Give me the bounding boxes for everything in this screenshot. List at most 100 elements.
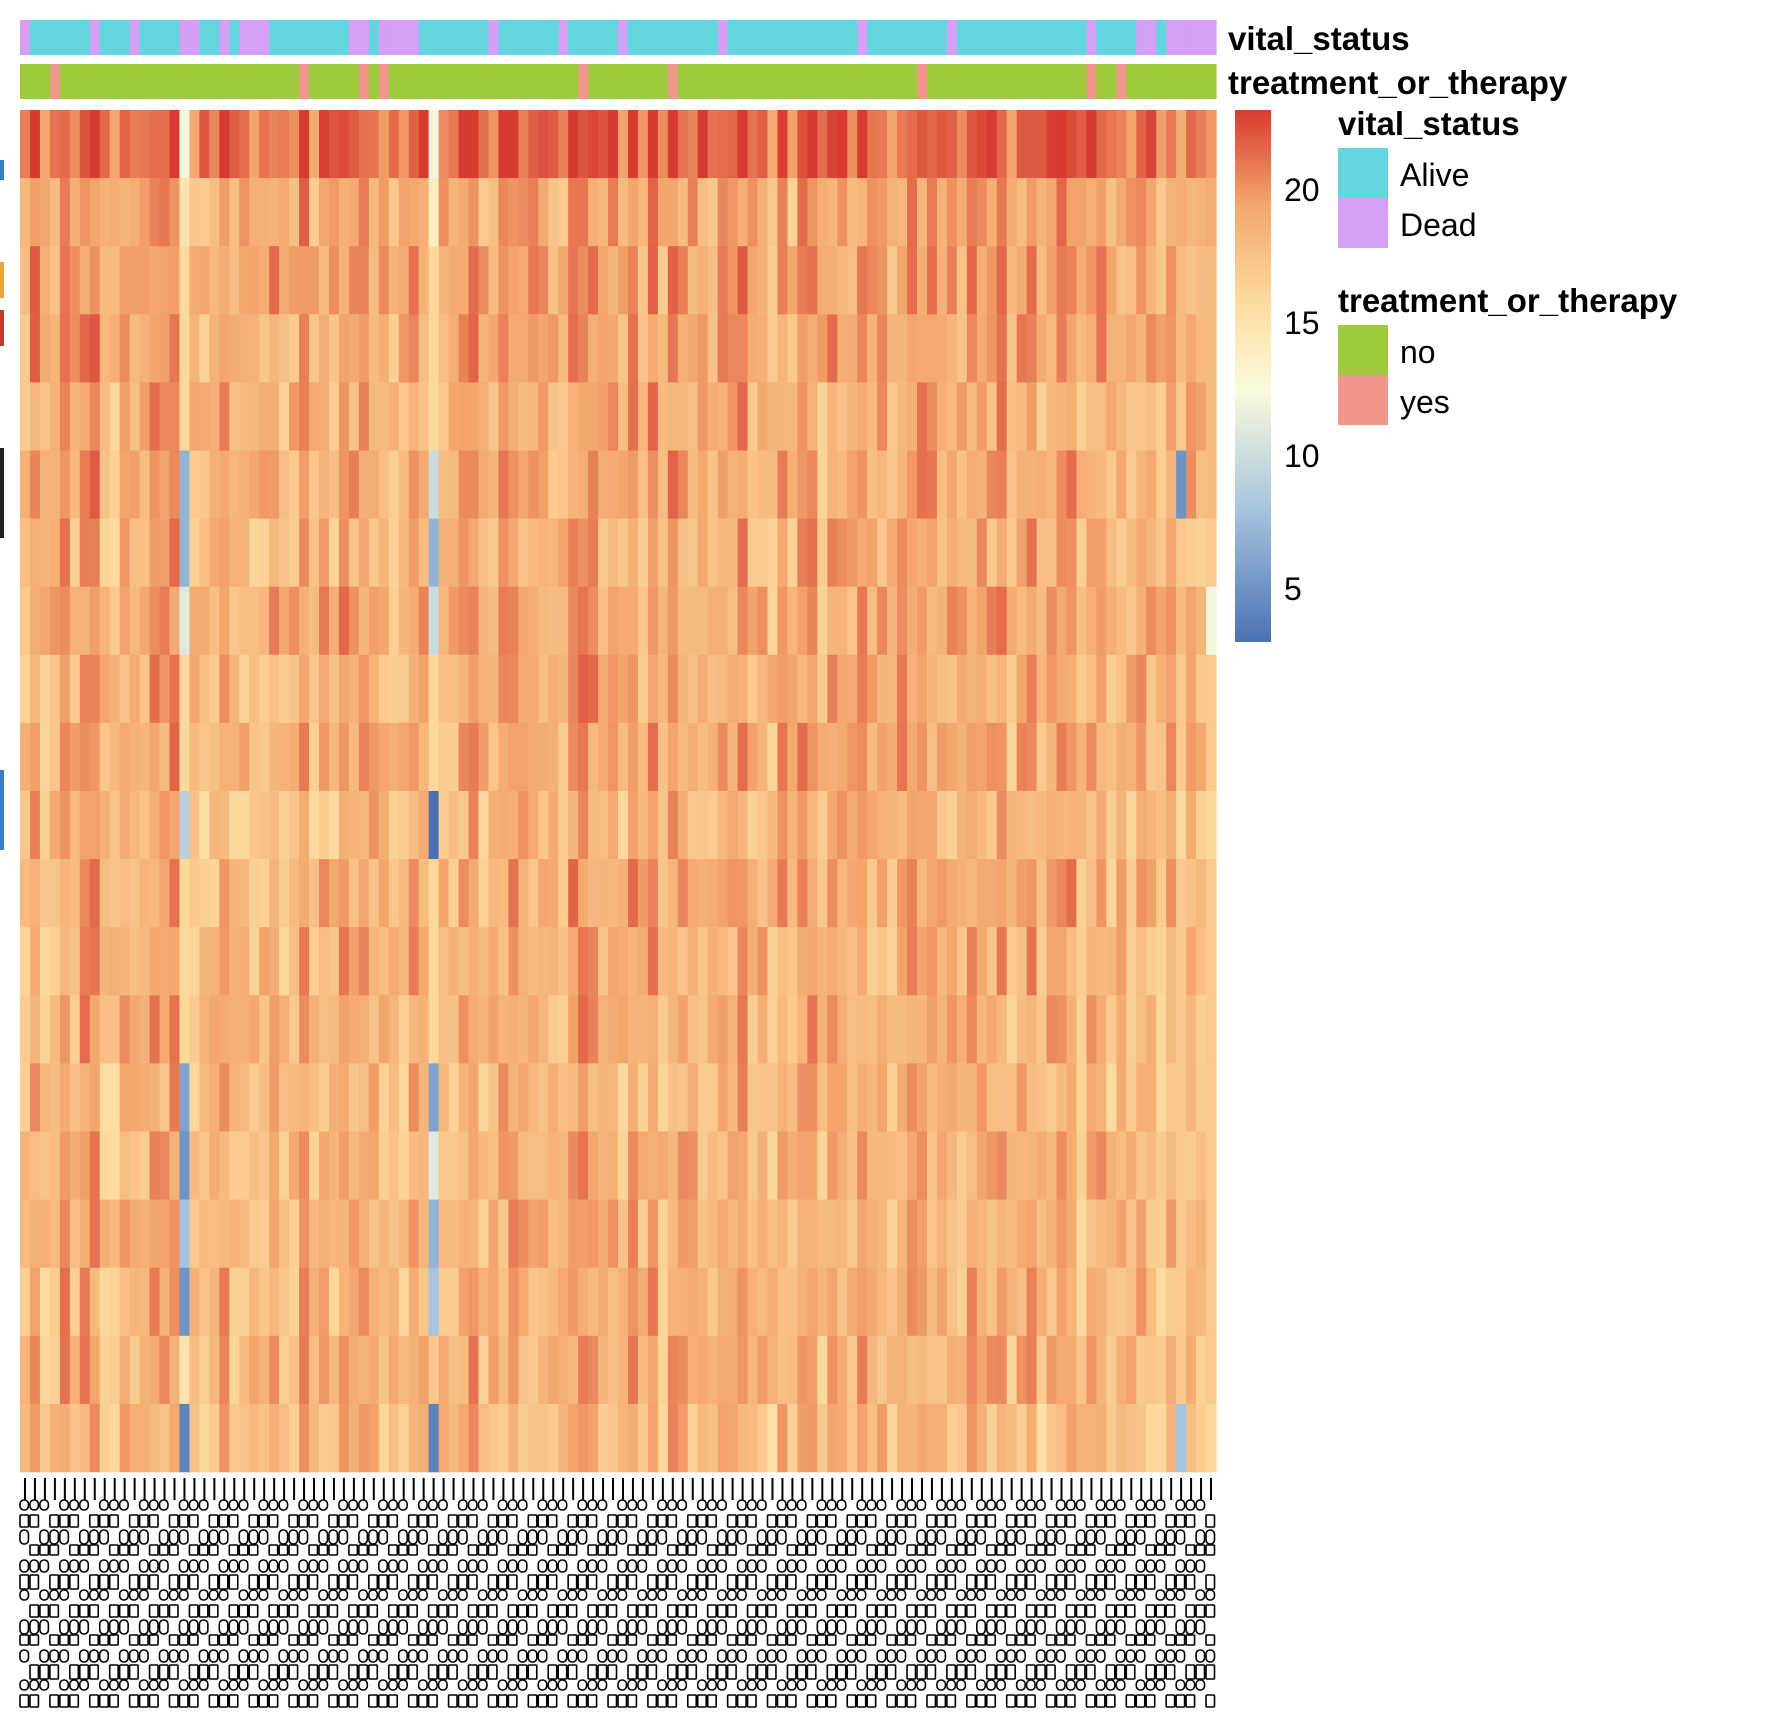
- column-label-glyph: [995, 1619, 1006, 1635]
- column-label-glyph: [118, 1589, 129, 1601]
- heatmap-cell: [917, 110, 928, 179]
- heatmap-cell: [199, 1199, 210, 1268]
- heatmap-cell: [857, 1199, 868, 1268]
- column-label-glyph: [916, 1664, 927, 1680]
- heatmap-cell: [528, 110, 539, 179]
- heatmap-cell: [956, 178, 968, 247]
- heatmap-cell: [368, 1267, 380, 1337]
- annotation-cell-treatment: [1166, 64, 1177, 99]
- heatmap-cell: [129, 1131, 141, 1200]
- heatmap-cell: [757, 927, 769, 996]
- column-label-glyph: [746, 1514, 757, 1528]
- column-label-glyph: [457, 1574, 468, 1590]
- column-label-glyph: [59, 1634, 70, 1646]
- heatmap-cell: [707, 791, 719, 860]
- heatmap-cell: [1006, 1267, 1018, 1337]
- heatmap-cell: [1206, 178, 1217, 247]
- column-label-glyph: [168, 1634, 179, 1646]
- heatmap-cell: [817, 382, 828, 451]
- heatmap-cell: [907, 722, 918, 792]
- heatmap-cell: [239, 1335, 250, 1405]
- heatmap-cell: [119, 246, 131, 315]
- column-label-glyph: [258, 1514, 269, 1528]
- heatmap-cell: [1076, 1131, 1088, 1200]
- column-label-glyph: [607, 1529, 618, 1545]
- heatmap-cell: [89, 791, 101, 860]
- heatmap-cell: [199, 518, 210, 587]
- heatmap-cell: [1136, 859, 1147, 928]
- heatmap-cell: [169, 518, 181, 587]
- heatmap-cell: [588, 1131, 599, 1200]
- heatmap-cell: [767, 246, 779, 315]
- heatmap-cell: [189, 722, 200, 792]
- heatmap-cell: [867, 450, 878, 519]
- heatmap-cell: [309, 246, 320, 315]
- heatmap-cell: [598, 450, 609, 519]
- column-label-glyph: [318, 1649, 329, 1663]
- column-label-glyph: [1095, 1634, 1106, 1646]
- column-label-glyph: [926, 1574, 937, 1590]
- heatmap-cells: [20, 110, 1217, 1473]
- heatmap-cell: [328, 1063, 340, 1132]
- heatmap-cell: [867, 859, 878, 928]
- annotation-cell-treatment: [827, 64, 838, 99]
- column-label-glyph: [567, 1634, 578, 1646]
- column-label-glyph: [806, 1649, 817, 1663]
- heatmap-cell: [767, 654, 779, 724]
- heatmap-cell: [946, 791, 958, 860]
- heatmap-cell: [1156, 450, 1167, 519]
- annotation-cell-treatment: [887, 64, 898, 99]
- heatmap-cell: [887, 1063, 898, 1132]
- heatmap-cell: [767, 1403, 779, 1473]
- column-label-glyph: [816, 1649, 827, 1663]
- heatmap-cell: [319, 1199, 330, 1268]
- heatmap-cell: [309, 1131, 320, 1200]
- heatmap-cell: [598, 382, 609, 451]
- column-label-glyph: [268, 1604, 279, 1618]
- heatmap-cell: [727, 1267, 739, 1337]
- heatmap-cell: [189, 518, 200, 587]
- heatmap-cell: [29, 314, 41, 383]
- column-label-glyph: [218, 1499, 229, 1511]
- heatmap-cell: [917, 1403, 928, 1473]
- heatmap-cell: [1146, 791, 1157, 860]
- column-label-glyph: [956, 1559, 967, 1573]
- heatmap-cell: [269, 859, 280, 928]
- heatmap-cell: [897, 1131, 908, 1200]
- column-label-glyph: [1035, 1649, 1046, 1663]
- heatmap-cell: [787, 518, 798, 587]
- heatmap-cell: [667, 859, 679, 928]
- heatmap-cell: [667, 1131, 679, 1200]
- heatmap-cell: [627, 382, 639, 451]
- heatmap-cell: [618, 1063, 629, 1132]
- heatmap-cell: [627, 859, 639, 928]
- column-label-glyph: [966, 1514, 977, 1528]
- heatmap-cell: [717, 586, 729, 656]
- heatmap-cell: [1016, 450, 1028, 519]
- heatmap-cell: [747, 1199, 759, 1268]
- heatmap-cell: [368, 654, 380, 724]
- column-label-glyph: [896, 1559, 907, 1573]
- heatmap-cell: [179, 1131, 191, 1200]
- heatmap-cell: [259, 246, 270, 315]
- heatmap-cell: [727, 1403, 739, 1473]
- heatmap-cell: [239, 110, 250, 179]
- column-label-glyph: [1145, 1544, 1156, 1556]
- annotation-cell-treatment: [249, 64, 260, 99]
- heatmap-cell: [69, 927, 81, 996]
- heatmap-cell: [348, 1267, 360, 1337]
- heatmap-cell: [1066, 178, 1078, 247]
- annotation-cell-treatment: [239, 64, 250, 99]
- heatmap-cell: [647, 859, 659, 928]
- column-label-glyph: [457, 1499, 468, 1511]
- heatmap-cell: [807, 586, 818, 656]
- column-label-glyph: [956, 1589, 967, 1601]
- heatmap-cell: [109, 791, 121, 860]
- column-label-glyph: [587, 1544, 598, 1556]
- heatmap-cell: [966, 518, 978, 587]
- heatmap-cell: [508, 110, 519, 179]
- heatmap-cell: [39, 178, 51, 247]
- column-label-glyph: [607, 1604, 618, 1618]
- heatmap-cell: [239, 518, 250, 587]
- heatmap-cell: [189, 1063, 200, 1132]
